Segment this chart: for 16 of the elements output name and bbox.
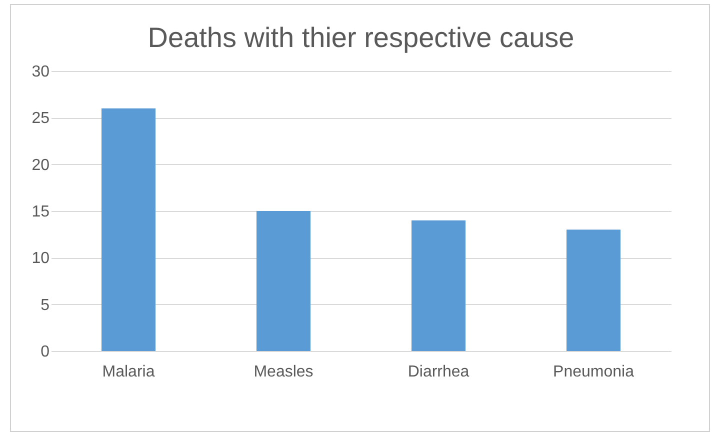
y-tick-label: 20 — [32, 156, 50, 174]
bar — [412, 220, 466, 351]
x-tick-label: Diarrhea — [408, 364, 470, 380]
y-tick-label: 5 — [40, 296, 50, 314]
x-tick-label: Measles — [254, 364, 314, 380]
y-tick-label: 10 — [32, 250, 50, 268]
x-tick-label: Pneumonia — [553, 364, 634, 380]
bar — [102, 108, 156, 351]
bar — [566, 230, 620, 351]
y-tick-label: 0 — [40, 344, 50, 360]
chart-title: Deaths with thier respective cause — [148, 22, 574, 53]
x-tick-label: Malaria — [102, 364, 155, 380]
bar — [256, 211, 310, 351]
y-tick-label: 30 — [32, 64, 50, 80]
y-tick-label: 25 — [32, 110, 50, 128]
y-tick-label: 15 — [32, 204, 50, 220]
